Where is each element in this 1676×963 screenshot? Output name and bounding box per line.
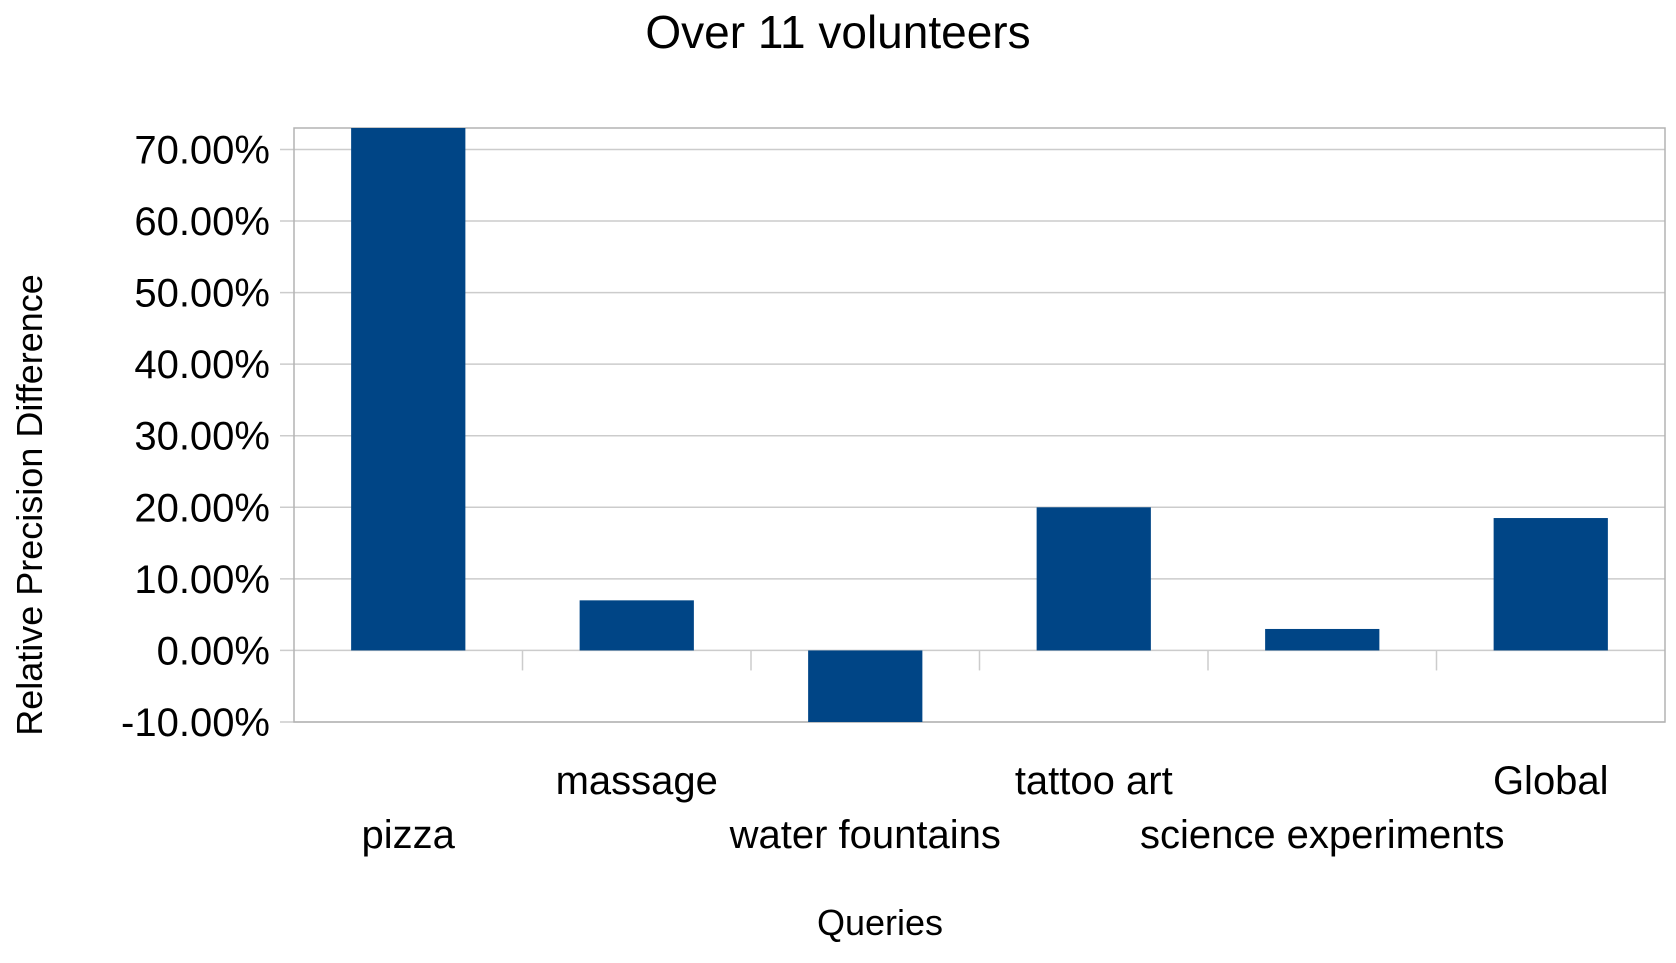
y-tick-label: 0.00% [157,629,270,673]
bar [579,600,694,651]
y-tick-label: 20.00% [134,486,270,530]
y-tick-label: 30.00% [134,415,270,459]
y-tick-label: 70.00% [134,128,270,172]
bar [1265,628,1380,651]
y-tick-label: 60.00% [134,200,270,244]
y-tick-label: -10.00% [121,701,270,745]
gridlines [280,148,1665,723]
category-separators [521,650,1438,671]
x-axis-label: Queries [817,902,943,943]
x-tick-label: science experiments [1140,813,1505,857]
chart-title: Over 11 volunteers [645,6,1030,58]
bar [1036,507,1151,651]
x-tick-label: Global [1493,759,1609,803]
bar [808,650,923,722]
y-axis-ticks: -10.00% 0.00% 10.00% 20.00% 30.00% 40.00% 50.0… [121,128,270,745]
x-tick-label: pizza [362,813,456,857]
bars [351,128,1608,722]
bar [351,128,466,651]
x-tick-label: water fountains [729,813,1001,857]
plot-area [293,127,1666,723]
y-tick-label: 40.00% [134,343,270,387]
y-axis-label: Relative Precision Difference [9,274,50,736]
x-tick-label: massage [556,759,718,803]
y-tick-label: 10.00% [134,558,270,602]
x-tick-label: tattoo art [1015,759,1173,803]
y-tick-label: 50.00% [134,272,270,316]
bar [1493,518,1608,651]
